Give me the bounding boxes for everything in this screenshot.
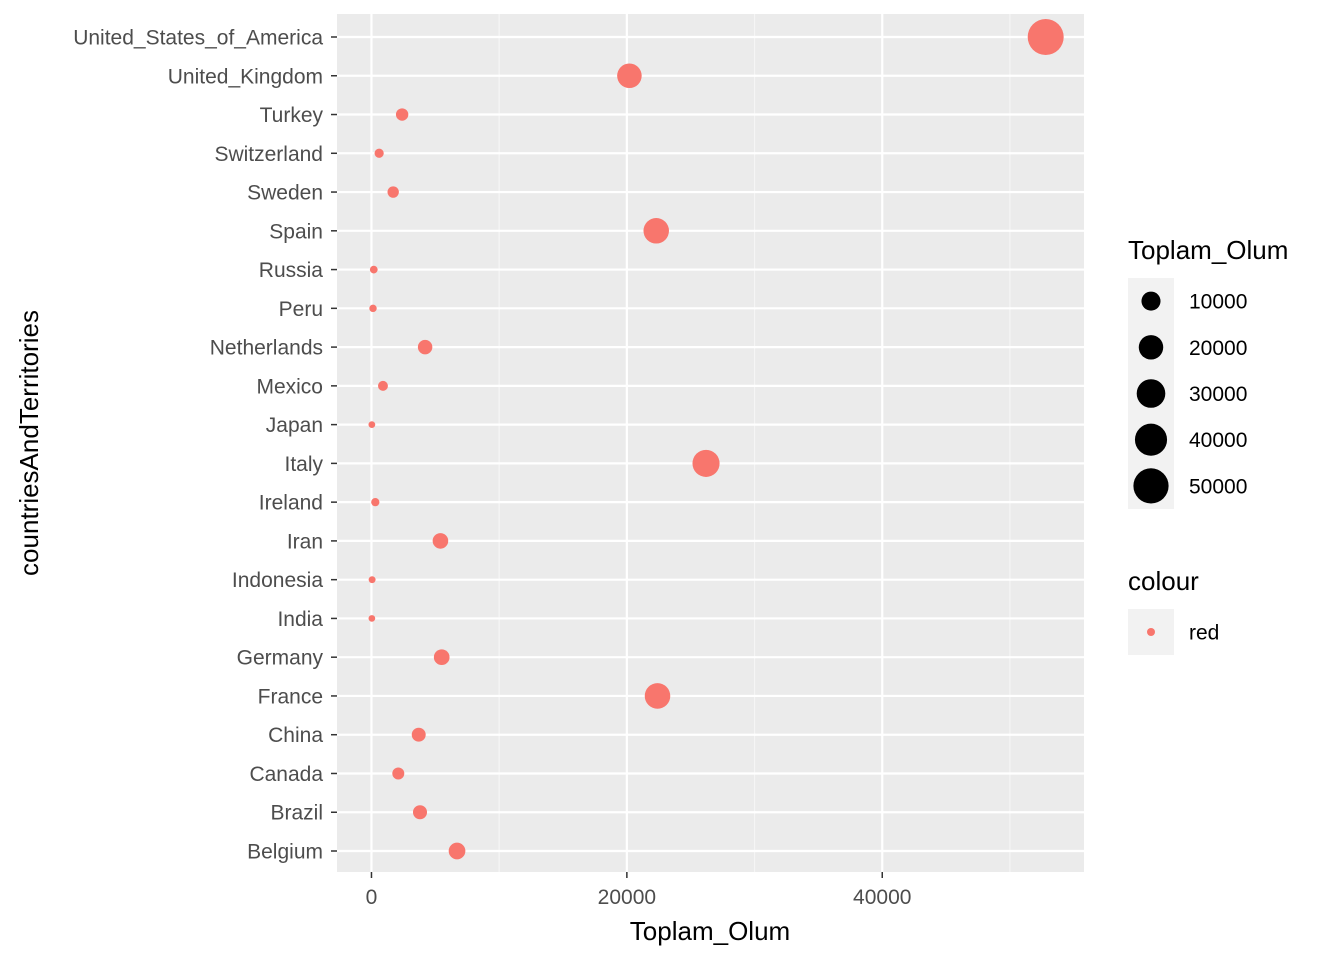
- y-tick-label: United_States_of_America: [73, 27, 323, 50]
- y-tick-label: China: [268, 724, 323, 747]
- size-legend-key: [1136, 379, 1166, 408]
- size-legend-key: [1138, 335, 1164, 360]
- data-point: [411, 727, 426, 742]
- size-legend-label: 40000: [1189, 429, 1247, 452]
- y-tick-label: Japan: [266, 414, 323, 437]
- y-tick-label: Russia: [259, 259, 324, 282]
- data-point: [369, 304, 377, 313]
- y-tick-label: Ireland: [259, 492, 323, 515]
- data-point: [448, 842, 466, 860]
- y-tick-label: Peru: [279, 298, 323, 321]
- size-legend-label: 10000: [1189, 291, 1247, 314]
- data-point: [1027, 19, 1064, 55]
- data-point: [369, 265, 378, 274]
- y-tick-label: Indonesia: [232, 569, 323, 592]
- y-tick-label: Switzerland: [214, 143, 323, 166]
- data-point: [378, 380, 388, 391]
- y-tick-label: Germany: [237, 647, 324, 670]
- colour-legend-title: colour: [1128, 566, 1199, 596]
- size-legend-title: Toplam_Olum: [1128, 235, 1288, 265]
- size-legend-label: 50000: [1189, 475, 1247, 498]
- data-point: [644, 683, 671, 709]
- y-tick-label: Italy: [284, 453, 323, 476]
- colour-legend-label: red: [1189, 622, 1219, 645]
- y-axis-title: countriesAndTerritories: [14, 310, 44, 576]
- major-gridlines: [337, 14, 1084, 872]
- data-point: [692, 449, 720, 477]
- data-point: [432, 533, 449, 549]
- y-tick-label: France: [258, 685, 323, 708]
- minor-gridlines: [498, 14, 1011, 872]
- y-tick-label: Iran: [287, 530, 323, 553]
- plot-panel: [337, 14, 1084, 872]
- colour-legend-key: [1147, 628, 1155, 636]
- size-legend: 10000 20000 30000 40000 50000: [1128, 278, 1247, 509]
- data-point: [417, 339, 433, 355]
- x-tick-label: 20000: [598, 886, 656, 909]
- data-point: [368, 421, 376, 428]
- y-tick-label: Netherlands: [210, 337, 323, 360]
- data-point: [392, 767, 405, 780]
- y-tick-label: Mexico: [256, 375, 323, 398]
- data-points: [368, 19, 1064, 860]
- data-point: [374, 148, 384, 158]
- x-axis: 0 20000 40000: [366, 872, 911, 909]
- y-axis: United_States_of_America United_Kingdom Tu…: [73, 27, 337, 864]
- size-legend-key: [1134, 423, 1168, 456]
- y-tick-label: Spain: [269, 220, 323, 243]
- data-point: [371, 498, 380, 507]
- data-point: [412, 805, 428, 820]
- x-tick-label: 40000: [853, 886, 911, 909]
- size-legend-key: [1133, 468, 1169, 504]
- data-point: [387, 186, 399, 198]
- size-legend-label: 20000: [1189, 337, 1247, 360]
- y-tick-label: Brazil: [270, 802, 323, 825]
- data-point: [368, 615, 376, 622]
- data-point: [643, 218, 669, 244]
- data-point: [368, 576, 376, 584]
- data-point: [617, 63, 642, 89]
- y-tick-label: India: [277, 608, 323, 631]
- colour-legend: red: [1128, 609, 1219, 655]
- y-tick-label: Sweden: [247, 182, 323, 205]
- y-tick-label: United_Kingdom: [168, 65, 323, 88]
- y-tick-label: Canada: [249, 763, 323, 786]
- x-axis-title: Toplam_Olum: [630, 916, 790, 946]
- data-point: [433, 649, 450, 666]
- data-point: [395, 108, 409, 121]
- y-tick-label: Turkey: [260, 104, 324, 127]
- x-tick-label: 0: [366, 886, 378, 909]
- y-tick-label: Belgium: [247, 841, 323, 864]
- size-legend-key: [1141, 291, 1161, 311]
- size-legend-label: 30000: [1189, 383, 1247, 406]
